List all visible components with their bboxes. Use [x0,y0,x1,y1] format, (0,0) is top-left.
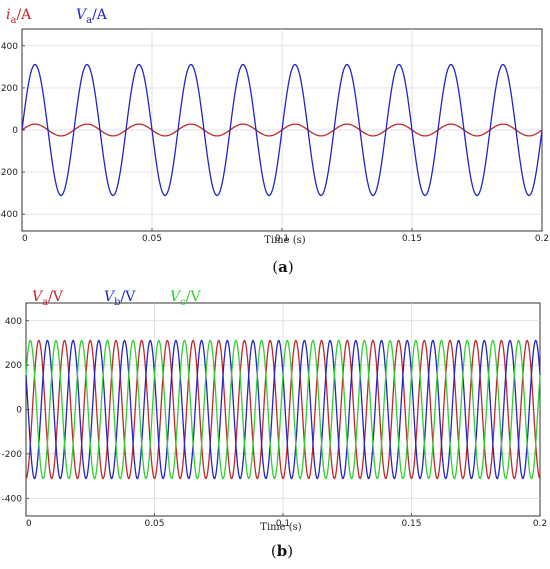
y-tick-label: 200 [5,361,22,371]
x-tick-label: 0.15 [401,519,421,529]
y-tick-label: 0 [16,406,22,416]
x-axis-label: Time (s) [264,235,305,246]
y-tick-label: 200 [1,84,18,94]
y-tick-label: -400 [0,210,18,220]
y-tick-label: -400 [2,494,23,504]
x-tick-label: 0.15 [402,234,422,244]
x-tick-label: 0.05 [144,519,164,529]
chart-panel-b: 0 0.05 0.1 0.15 0.2 -400 -200 0 200 400 Time (s) Va… [2,289,548,560]
legend-entry: ia/A [6,7,32,26]
panel-caption: (b) [271,542,293,560]
x-tick-label: 0 [26,519,32,529]
panel-caption: (a) [272,258,293,276]
y-tick-label: 0 [12,126,18,136]
chart-panel-a: 0 0.05 0.1 0.15 0.2 -400 -200 0 200 400 Time (s) ia… [0,7,549,276]
x-tick-label: 0.2 [535,234,549,244]
y-tick-label: 400 [1,42,18,52]
x-tick-label: 0.2 [533,519,547,529]
y-tick-label: 400 [5,317,22,327]
x-tick-label: 0.1 [276,519,290,529]
legend-entry: Vb/V [104,289,136,308]
y-tick-label: -200 [2,450,23,460]
x-tick-label: 0 [22,234,28,244]
series-line-va [21,63,543,197]
legend-entry: Va/V [32,289,64,308]
x-tick-label: 0.05 [142,234,162,244]
x-axis-label: Time (s) [260,522,301,533]
legend-entry: Vc/V [170,289,201,308]
x-tick-label: 0.1 [275,234,289,244]
legend-entry: Va/A [76,7,108,26]
y-tick-label: -200 [0,168,18,178]
series-line-vc [25,339,541,480]
